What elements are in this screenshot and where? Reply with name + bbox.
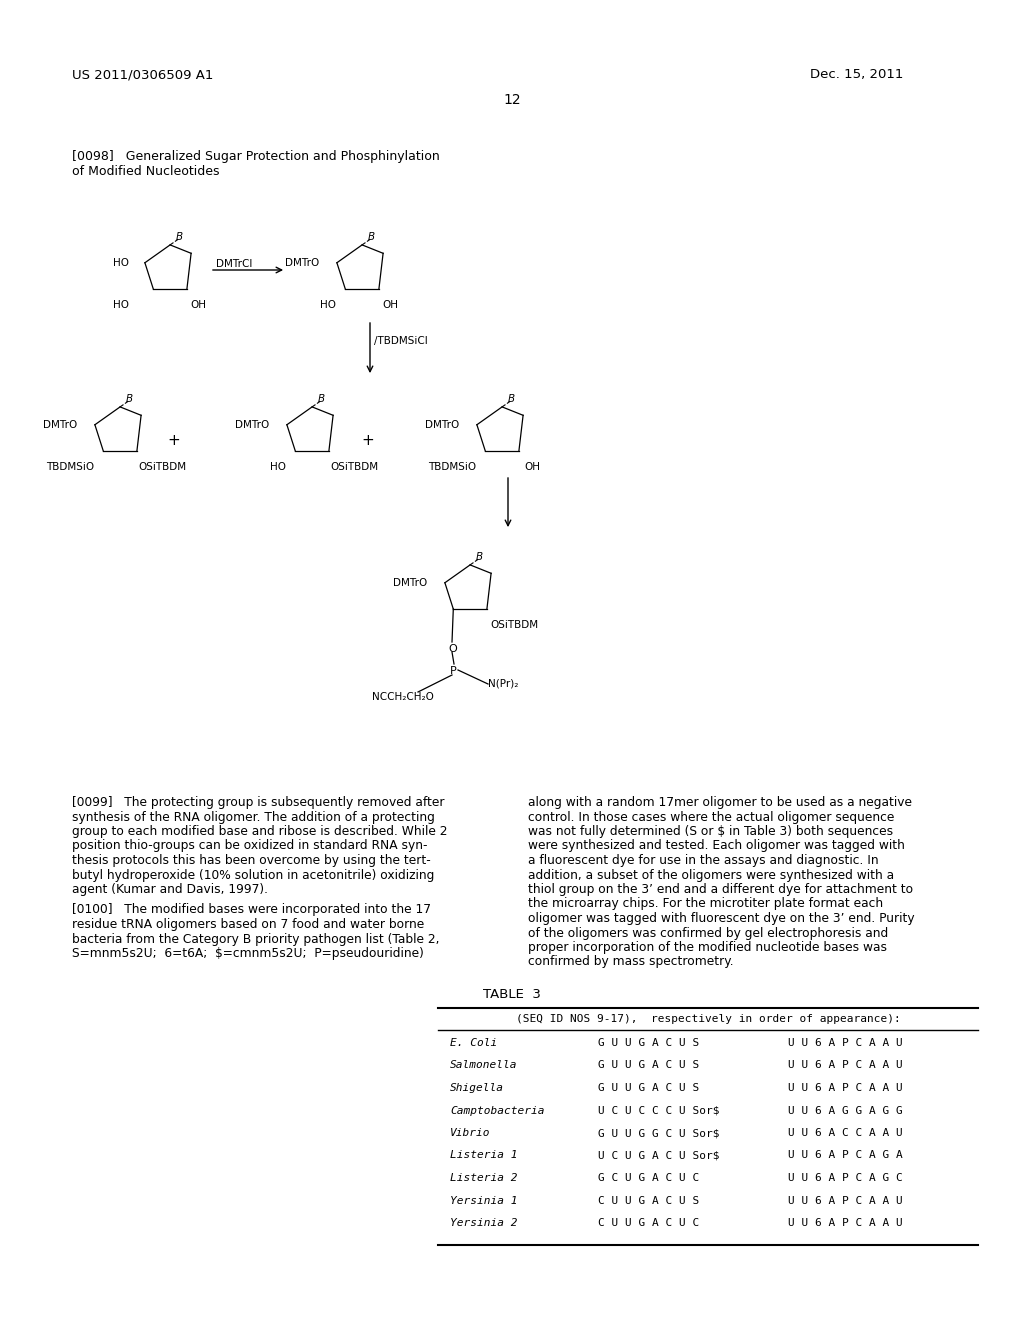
- Text: HO: HO: [113, 300, 129, 310]
- Text: B: B: [318, 393, 326, 404]
- Text: B: B: [176, 232, 183, 242]
- Text: O: O: [449, 644, 457, 653]
- Text: E. Coli: E. Coli: [450, 1038, 498, 1048]
- Text: agent (Kumar and Davis, 1997).: agent (Kumar and Davis, 1997).: [72, 883, 268, 896]
- Text: was not fully determined (S or $ in Table 3) both sequences: was not fully determined (S or $ in Tabl…: [528, 825, 893, 838]
- Text: proper incorporation of the modified nucleotide bases was: proper incorporation of the modified nuc…: [528, 941, 887, 954]
- Text: were synthesized and tested. Each oligomer was tagged with: were synthesized and tested. Each oligom…: [528, 840, 905, 853]
- Text: US 2011/0306509 A1: US 2011/0306509 A1: [72, 69, 213, 81]
- Text: B: B: [508, 393, 515, 404]
- Text: U C U G A C U Sor$: U C U G A C U Sor$: [598, 1151, 720, 1160]
- Text: U U 6 A P C A A U: U U 6 A P C A A U: [788, 1196, 903, 1205]
- Text: Listeria 1: Listeria 1: [450, 1151, 517, 1160]
- Text: of Modified Nucleotides: of Modified Nucleotides: [72, 165, 219, 178]
- Text: 12: 12: [503, 92, 521, 107]
- Text: OSiTBDM: OSiTBDM: [330, 462, 378, 473]
- Text: bacteria from the Category B priority pathogen list (Table 2,: bacteria from the Category B priority pa…: [72, 932, 439, 945]
- Text: group to each modified base and ribose is described. While 2: group to each modified base and ribose i…: [72, 825, 447, 838]
- Text: Shigella: Shigella: [450, 1082, 504, 1093]
- Text: /TBDMSiCl: /TBDMSiCl: [374, 337, 428, 346]
- Text: OSiTBDM: OSiTBDM: [138, 462, 186, 473]
- Text: Camptobacteria: Camptobacteria: [450, 1106, 545, 1115]
- Text: DMTrCl: DMTrCl: [216, 259, 252, 269]
- Text: along with a random 17mer oligomer to be used as a negative: along with a random 17mer oligomer to be…: [528, 796, 912, 809]
- Text: DMTrO: DMTrO: [285, 257, 319, 268]
- Text: B: B: [126, 393, 133, 404]
- Text: TBDMSiO: TBDMSiO: [428, 462, 476, 473]
- Text: the microarray chips. For the microtiter plate format each: the microarray chips. For the microtiter…: [528, 898, 883, 911]
- Text: Vibrio: Vibrio: [450, 1129, 490, 1138]
- Text: U U 6 A P C A A U: U U 6 A P C A A U: [788, 1082, 903, 1093]
- Text: OH: OH: [382, 300, 398, 310]
- Text: C U U G A C U S: C U U G A C U S: [598, 1196, 699, 1205]
- Text: TBDMSiO: TBDMSiO: [46, 462, 94, 473]
- Text: thesis protocols this has been overcome by using the tert-: thesis protocols this has been overcome …: [72, 854, 431, 867]
- Text: DMTrO: DMTrO: [393, 578, 427, 587]
- Text: U U 6 A C C A A U: U U 6 A C C A A U: [788, 1129, 903, 1138]
- Text: butyl hydroperoxide (10% solution in acetonitrile) oxidizing: butyl hydroperoxide (10% solution in ace…: [72, 869, 434, 882]
- Text: DMTrO: DMTrO: [43, 420, 77, 430]
- Text: OH: OH: [190, 300, 206, 310]
- Text: Listeria 2: Listeria 2: [450, 1173, 517, 1183]
- Text: Yersinia 1: Yersinia 1: [450, 1196, 517, 1205]
- Text: confirmed by mass spectrometry.: confirmed by mass spectrometry.: [528, 956, 733, 969]
- Text: G U U G A C U S: G U U G A C U S: [598, 1038, 699, 1048]
- Text: addition, a subset of the oligomers were synthesized with a: addition, a subset of the oligomers were…: [528, 869, 894, 882]
- Text: U U 6 A P C A A U: U U 6 A P C A A U: [788, 1060, 903, 1071]
- Text: G U U G G C U Sor$: G U U G G C U Sor$: [598, 1129, 720, 1138]
- Text: HO: HO: [319, 300, 336, 310]
- Text: U U 6 A P C A G C: U U 6 A P C A G C: [788, 1173, 903, 1183]
- Text: U U 6 A P C A A U: U U 6 A P C A A U: [788, 1218, 903, 1228]
- Text: OH: OH: [524, 462, 540, 473]
- Text: [0098]   Generalized Sugar Protection and Phosphinylation: [0098] Generalized Sugar Protection and …: [72, 150, 439, 162]
- Text: HO: HO: [270, 462, 286, 473]
- Text: [0099]   The protecting group is subsequently removed after: [0099] The protecting group is subsequen…: [72, 796, 444, 809]
- Text: G U U G A C U S: G U U G A C U S: [598, 1060, 699, 1071]
- Text: a fluorescent dye for use in the assays and diagnostic. In: a fluorescent dye for use in the assays …: [528, 854, 879, 867]
- Text: P: P: [450, 667, 457, 676]
- Text: NCCH₂CH₂O: NCCH₂CH₂O: [372, 692, 434, 702]
- Text: C U U G A C U C: C U U G A C U C: [598, 1218, 699, 1228]
- Text: +: +: [361, 433, 375, 447]
- Text: +: +: [168, 433, 180, 447]
- Text: U U 6 A G G A G G: U U 6 A G G A G G: [788, 1106, 903, 1115]
- Text: residue tRNA oligomers based on 7 food and water borne: residue tRNA oligomers based on 7 food a…: [72, 917, 424, 931]
- Text: B: B: [476, 552, 483, 562]
- Text: U U 6 A P C A G A: U U 6 A P C A G A: [788, 1151, 903, 1160]
- Text: HO: HO: [113, 257, 129, 268]
- Text: Dec. 15, 2011: Dec. 15, 2011: [810, 69, 903, 81]
- Text: (SEQ ID NOS 9-17),  respectively in order of appearance):: (SEQ ID NOS 9-17), respectively in order…: [516, 1014, 900, 1024]
- Text: thiol group on the 3’ end and a different dye for attachment to: thiol group on the 3’ end and a differen…: [528, 883, 913, 896]
- Text: Yersinia 2: Yersinia 2: [450, 1218, 517, 1228]
- Text: U C U C C C U Sor$: U C U C C C U Sor$: [598, 1106, 720, 1115]
- Text: position thio-groups can be oxidized in standard RNA syn-: position thio-groups can be oxidized in …: [72, 840, 427, 853]
- Text: control. In those cases where the actual oligomer sequence: control. In those cases where the actual…: [528, 810, 894, 824]
- Text: [0100]   The modified bases were incorporated into the 17: [0100] The modified bases were incorpora…: [72, 903, 431, 916]
- Text: B: B: [368, 232, 375, 242]
- Text: OSiTBDM: OSiTBDM: [490, 620, 539, 630]
- Text: oligomer was tagged with fluorescent dye on the 3’ end. Purity: oligomer was tagged with fluorescent dye…: [528, 912, 914, 925]
- Text: DMTrO: DMTrO: [234, 420, 269, 430]
- Text: Salmonella: Salmonella: [450, 1060, 517, 1071]
- Text: U U 6 A P C A A U: U U 6 A P C A A U: [788, 1038, 903, 1048]
- Text: TABLE  3: TABLE 3: [483, 987, 541, 1001]
- Text: S=mnm5s2U;  6=t6A;  $=cmnm5s2U;  P=pseudouridine): S=mnm5s2U; 6=t6A; $=cmnm5s2U; P=pseudour…: [72, 946, 424, 960]
- Text: synthesis of the RNA oligomer. The addition of a protecting: synthesis of the RNA oligomer. The addit…: [72, 810, 435, 824]
- Text: G U U G A C U S: G U U G A C U S: [598, 1082, 699, 1093]
- Text: DMTrO: DMTrO: [425, 420, 459, 430]
- Text: of the oligomers was confirmed by gel electrophoresis and: of the oligomers was confirmed by gel el…: [528, 927, 888, 940]
- Text: G C U G A C U C: G C U G A C U C: [598, 1173, 699, 1183]
- Text: N(Pr)₂: N(Pr)₂: [488, 678, 518, 688]
